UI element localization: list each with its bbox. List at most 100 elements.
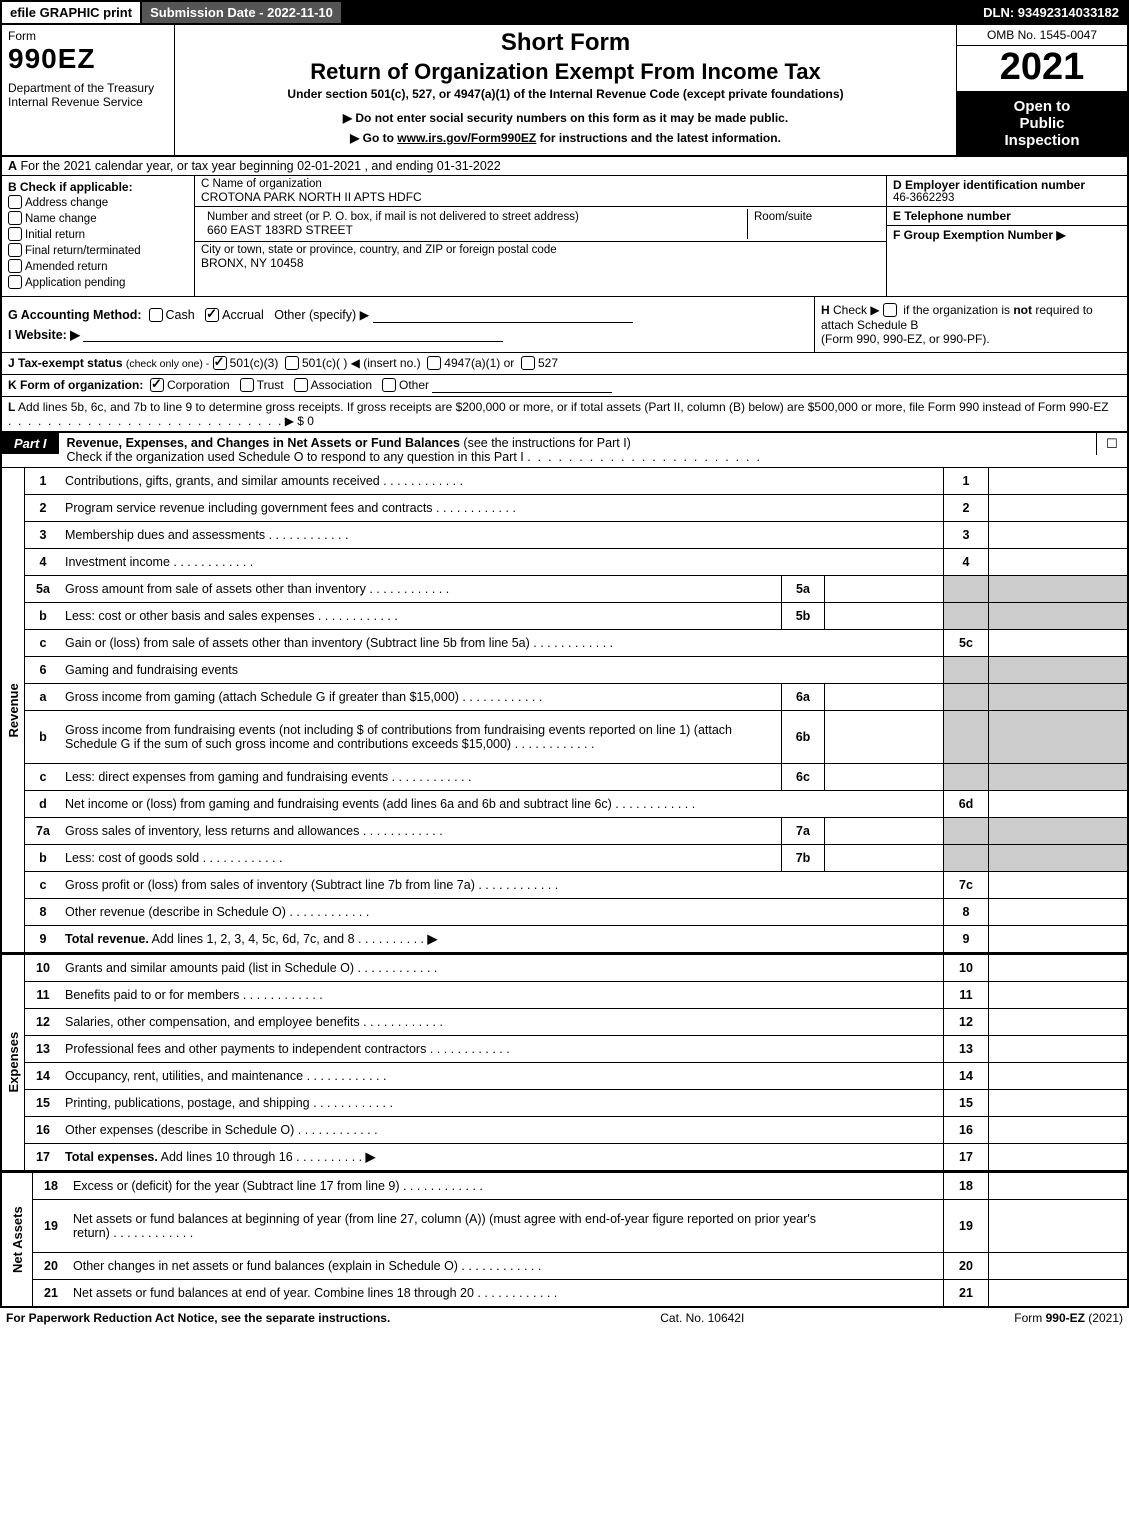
line-desc: Occupancy, rent, utilities, and maintena… [61,1062,944,1089]
amt-col-shade [989,763,1128,790]
line-row: 16Other expenses (describe in Schedule O… [2,1116,1127,1143]
checkbox-501c[interactable] [285,356,299,370]
amt-col[interactable] [989,1062,1128,1089]
checkbox-cash[interactable] [149,308,163,322]
checkbox-icon[interactable] [8,195,22,209]
checkbox-icon[interactable] [8,211,22,225]
checkbox-other[interactable] [382,378,396,392]
checkbox-trust[interactable] [240,378,254,392]
line-desc: Investment income . . . . . . . . . . . … [61,548,944,575]
b-opt-address[interactable]: Address change [8,196,188,210]
amt-col[interactable] [989,790,1128,817]
amt-col[interactable] [989,468,1128,495]
checkbox-h[interactable] [883,303,897,317]
b-opt-name[interactable]: Name change [8,212,188,226]
amt-col[interactable] [989,1035,1128,1062]
checkbox-accrual[interactable] [205,308,219,322]
num-col-shade [944,817,989,844]
amt-col[interactable] [989,521,1128,548]
amt-col[interactable] [989,1143,1128,1170]
line-number: c [25,629,62,656]
checkbox-501c3[interactable] [213,356,227,370]
amt-col[interactable] [989,494,1128,521]
part-i-title: Revenue, Expenses, and Changes in Net As… [59,433,1096,467]
b-opt-pending[interactable]: Application pending [8,276,188,290]
amt-col[interactable] [989,629,1128,656]
b-opt-final[interactable]: Final return/terminated [8,244,188,258]
num-col: 5c [944,629,989,656]
line-number: 4 [25,548,62,575]
footer-paperwork: For Paperwork Reduction Act Notice, see … [6,1311,390,1325]
checkbox-4947[interactable] [427,356,441,370]
sub-line-value[interactable] [825,763,944,790]
sub-line-value[interactable] [825,710,944,763]
amt-col[interactable] [989,954,1128,982]
open-line1: Open to [961,98,1123,115]
g-accounting-method: G Accounting Method: Cash Accrual Other … [8,307,808,323]
num-col-shade [944,683,989,710]
line-number: 3 [25,521,62,548]
amt-col[interactable] [989,1116,1128,1143]
line-row: cGain or (loss) from sale of assets othe… [2,629,1127,656]
street-row: Number and street (or P. O. box, if mail… [195,207,886,242]
h-schedule-b: H Check ▶ if the organization is not req… [814,297,1127,352]
c-name-label: C Name of organization [201,178,880,190]
amt-col[interactable] [989,871,1128,898]
sub-line-label: 5b [782,602,825,629]
num-col: 12 [944,1008,989,1035]
sub-line-label: 6c [782,763,825,790]
checkbox-527[interactable] [521,356,535,370]
open-line2: Public [961,115,1123,132]
sub-line-value[interactable] [825,844,944,871]
efile-print-label[interactable]: efile GRAPHIC print [2,2,142,23]
amt-col[interactable] [989,1172,1128,1200]
num-col: 7c [944,871,989,898]
amt-col[interactable] [989,548,1128,575]
other-org-input[interactable] [432,378,612,393]
line-row: aGross income from gaming (attach Schedu… [2,683,1127,710]
line-desc: Gaming and fundraising events [61,656,944,683]
amt-col[interactable] [989,1279,1128,1307]
checkbox-icon[interactable] [8,275,22,289]
part-i-checkbox[interactable]: ☐ [1096,433,1127,455]
amt-col[interactable] [989,898,1128,925]
b-opt-amended[interactable]: Amended return [8,260,188,274]
sub-line-value[interactable] [825,817,944,844]
checkbox-assoc[interactable] [294,378,308,392]
amt-col-shade [989,683,1128,710]
room-suite-label: Room/suite [754,211,874,223]
sub-line-value[interactable] [825,602,944,629]
amt-col-shade [989,602,1128,629]
checkbox-icon[interactable] [8,243,22,257]
amt-col[interactable] [989,981,1128,1008]
amt-col[interactable] [989,925,1128,952]
line-number: 7a [25,817,62,844]
goto-link[interactable]: www.irs.gov/Form990EZ [397,131,536,145]
line-number: a [25,683,62,710]
amt-col[interactable] [989,1252,1128,1279]
checkbox-corp[interactable] [150,378,164,392]
num-col: 8 [944,898,989,925]
col-b-check-applicable: B Check if applicable: Address change Na… [2,176,195,296]
other-specify-input[interactable] [373,308,633,323]
num-col: 21 [944,1279,989,1307]
org-block: B Check if applicable: Address change Na… [2,176,1127,297]
sub-line-value[interactable] [825,575,944,602]
sub-line-value[interactable] [825,683,944,710]
num-col: 11 [944,981,989,1008]
revenue-table: Revenue1Contributions, gifts, grants, an… [2,468,1127,953]
num-col: 4 [944,548,989,575]
line-row: 4Investment income . . . . . . . . . . .… [2,548,1127,575]
b-opt-initial[interactable]: Initial return [8,228,188,242]
amt-col[interactable] [989,1089,1128,1116]
amt-col[interactable] [989,1199,1128,1252]
num-col: 6d [944,790,989,817]
short-form-title: Short Form [181,29,950,57]
line-number: 15 [25,1089,62,1116]
website-input[interactable] [83,327,503,342]
line-number: 12 [25,1008,62,1035]
checkbox-icon[interactable] [8,227,22,241]
ghi-left: G Accounting Method: Cash Accrual Other … [2,297,814,352]
amt-col[interactable] [989,1008,1128,1035]
checkbox-icon[interactable] [8,259,22,273]
